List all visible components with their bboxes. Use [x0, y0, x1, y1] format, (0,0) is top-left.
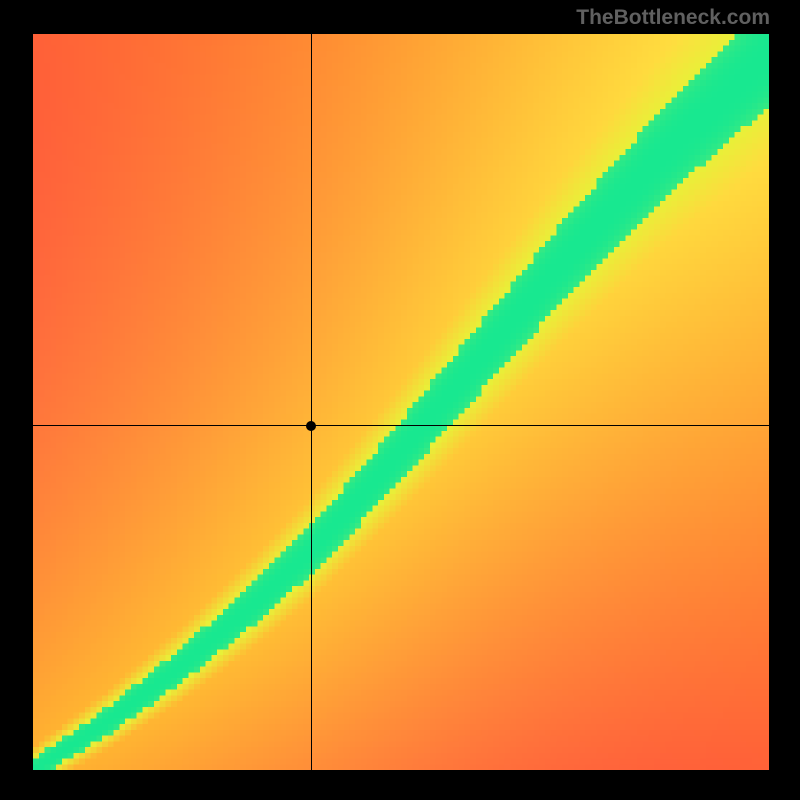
chart-container: TheBottleneck.com	[0, 0, 800, 800]
heatmap-canvas	[33, 34, 769, 770]
attribution-text: TheBottleneck.com	[576, 6, 770, 30]
heatmap-plot	[33, 34, 769, 770]
